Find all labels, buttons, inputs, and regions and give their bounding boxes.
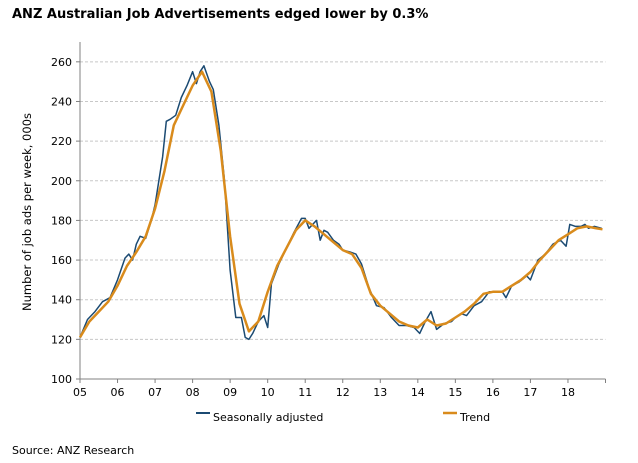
x-tick-label: 13 [373,386,387,399]
x-tick-label: 17 [523,386,537,399]
chart-title: ANZ Australian Job Advertisements edged … [12,7,429,22]
y-tick-label: 160 [51,254,72,267]
series-line-trend [78,70,603,339]
y-tick-label: 140 [51,294,72,307]
y-tick-label: 120 [51,333,72,346]
x-tick-label: 18 [561,386,575,399]
x-tick-label: 09 [223,386,237,399]
x-tick-label: 14 [411,386,425,399]
x-tick-label: 15 [448,386,462,399]
x-tick-label: 07 [148,386,162,399]
y-tick-label: 180 [51,214,72,227]
y-axis-label: Number of job ads per week, 000s [20,113,34,311]
source-note: Source: ANZ Research [12,444,135,457]
y-tick-label: 200 [51,175,72,188]
y-tick-label: 220 [51,135,72,148]
series-line-seasonally-adjusted [79,65,602,341]
x-tick-label: 16 [486,386,500,399]
x-tick-label: 10 [261,386,275,399]
y-tick-label: 260 [51,56,72,69]
y-tick-label: 100 [51,373,72,386]
x-tick-label: 05 [73,386,87,399]
legend-label-seasonally-adjusted: Seasonally adjusted [213,411,323,424]
legend: Seasonally adjusted Trend [196,411,490,424]
y-tick-label: 240 [51,95,72,108]
x-tick-label: 06 [111,386,125,399]
legend-label-trend: Trend [459,411,490,424]
x-tick-label: 12 [336,386,350,399]
x-tick-label: 11 [298,386,312,399]
x-tick-label: 08 [186,386,200,399]
